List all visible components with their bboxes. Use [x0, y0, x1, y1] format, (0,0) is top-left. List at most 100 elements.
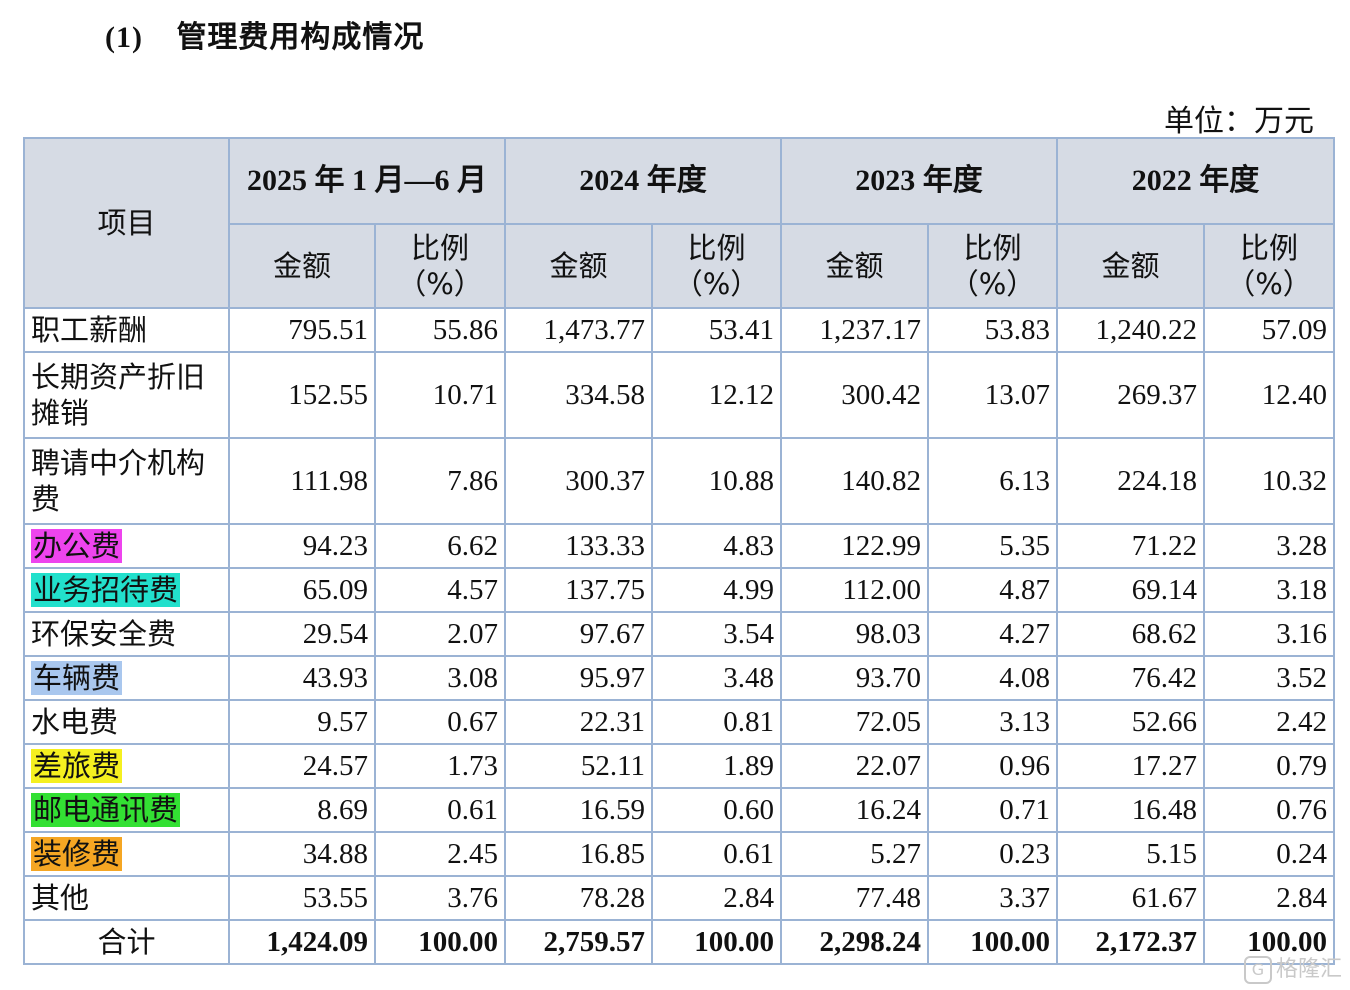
- ratio-cell: 3.76: [374, 875, 506, 921]
- amount-cell: 29.54: [228, 611, 376, 657]
- ratio-cell: 6.13: [927, 437, 1058, 525]
- item-text: 业务招待费: [31, 572, 181, 607]
- section-title: 管理费用构成情况: [176, 20, 425, 55]
- ratio-cell: 0.24: [1203, 831, 1335, 877]
- table-row: 车辆费 43.93 3.08 95.97 3.48 93.70 4.08 76.42 3.52: [23, 655, 1335, 701]
- total-amount-cell: 2,172.37: [1056, 919, 1205, 965]
- table-row: 聘请中介机构费 111.98 7.86 300.37 10.88 140.82 6.13 22…: [23, 437, 1335, 525]
- section-number: (1): [105, 21, 143, 54]
- table-row: 差旅费 24.57 1.73 52.11 1.89 22.07 0.96 17.27 0.79: [23, 743, 1335, 789]
- ratio-cell: 3.54: [651, 611, 782, 657]
- unit-label: 单位：万元: [1164, 104, 1314, 139]
- row-item-label: 业务招待费: [23, 567, 230, 613]
- ratio-cell: 3.52: [1203, 655, 1335, 701]
- item-text: 其他: [31, 880, 90, 915]
- item-text: 办公费: [31, 528, 123, 563]
- item-text: 环保安全费: [31, 616, 177, 651]
- ratio-cell: 6.62: [374, 523, 506, 569]
- ratio-cell: 4.57: [374, 567, 506, 613]
- ratio-cell: 12.12: [651, 351, 782, 439]
- ratio-cell: 0.61: [651, 831, 782, 877]
- ratio-header: 比例（%）: [374, 223, 506, 309]
- ratio-cell: 7.86: [374, 437, 506, 525]
- total-amount-cell: 2,298.24: [780, 919, 929, 965]
- ratio-cell: 5.35: [927, 523, 1058, 569]
- amount-cell: 95.97: [504, 655, 653, 701]
- amount-cell: 1,240.22: [1056, 307, 1205, 353]
- amount-cell: 334.58: [504, 351, 653, 439]
- ratio-cell: 10.88: [651, 437, 782, 525]
- amount-cell: 5.27: [780, 831, 929, 877]
- item-text: 差旅费: [31, 748, 123, 783]
- amount-cell: 34.88: [228, 831, 376, 877]
- ratio-cell: 2.45: [374, 831, 506, 877]
- ratio-cell: 2.07: [374, 611, 506, 657]
- amount-cell: 61.67: [1056, 875, 1205, 921]
- ratio-cell: 4.99: [651, 567, 782, 613]
- amount-cell: 8.69: [228, 787, 376, 833]
- ratio-cell: 3.18: [1203, 567, 1335, 613]
- table-row: 装修费 34.88 2.45 16.85 0.61 5.27 0.23 5.15 0.24: [23, 831, 1335, 877]
- ratio-cell: 2.84: [651, 875, 782, 921]
- period-header: 2024 年度: [504, 137, 782, 225]
- period-header: 2022 年度: [1056, 137, 1335, 225]
- amount-cell: 112.00: [780, 567, 929, 613]
- row-item-label: 邮电通讯费: [23, 787, 230, 833]
- watermark: G 格隆汇: [1243, 951, 1342, 984]
- ratio-cell: 0.76: [1203, 787, 1335, 833]
- ratio-cell: 3.28: [1203, 523, 1335, 569]
- item-text: 职工薪酬: [31, 312, 148, 347]
- amount-cell: 52.11: [504, 743, 653, 789]
- row-item-label: 其他: [23, 875, 230, 921]
- amount-cell: 22.07: [780, 743, 929, 789]
- section-heading: (1) 管理费用构成情况: [105, 12, 424, 56]
- ratio-cell: 4.87: [927, 567, 1058, 613]
- ratio-cell: 0.71: [927, 787, 1058, 833]
- amount-cell: 52.66: [1056, 699, 1205, 745]
- ratio-cell: 0.96: [927, 743, 1058, 789]
- ratio-cell: 3.13: [927, 699, 1058, 745]
- ratio-cell: 57.09: [1203, 307, 1335, 353]
- amount-header: 金额: [504, 223, 653, 309]
- ratio-header: 比例（%）: [1203, 223, 1335, 309]
- row-item-label: 水电费: [23, 699, 230, 745]
- table-row: 办公费 94.23 6.62 133.33 4.83 122.99 5.35 71.22 3.2…: [23, 523, 1335, 569]
- total-row: 合计 1,424.09 100.00 2,759.57 100.00 2,298.24 10…: [23, 919, 1335, 965]
- amount-cell: 16.48: [1056, 787, 1205, 833]
- ratio-cell: 3.08: [374, 655, 506, 701]
- ratio-cell: 2.84: [1203, 875, 1335, 921]
- table-body: 职工薪酬 795.51 55.86 1,473.77 53.41 1,237.17 53.8…: [23, 307, 1335, 965]
- total-ratio-cell: 100.00: [374, 919, 506, 965]
- amount-cell: 1,473.77: [504, 307, 653, 353]
- ratio-cell: 3.48: [651, 655, 782, 701]
- row-item-label: 装修费: [23, 831, 230, 877]
- table-row: 水电费 9.57 0.67 22.31 0.81 72.05 3.13 52.66 2.42: [23, 699, 1335, 745]
- amount-cell: 111.98: [228, 437, 376, 525]
- amount-header: 金额: [1056, 223, 1205, 309]
- table-row: 其他 53.55 3.76 78.28 2.84 77.48 3.37 61.67 2.84: [23, 875, 1335, 921]
- amount-cell: 9.57: [228, 699, 376, 745]
- amount-cell: 5.15: [1056, 831, 1205, 877]
- ratio-cell: 0.67: [374, 699, 506, 745]
- table-row: 长期资产折旧摊销 152.55 10.71 334.58 12.12 300.42 13.0…: [23, 351, 1335, 439]
- amount-cell: 224.18: [1056, 437, 1205, 525]
- item-text: 邮电通讯费: [31, 792, 181, 827]
- amount-cell: 77.48: [780, 875, 929, 921]
- amount-cell: 78.28: [504, 875, 653, 921]
- period-header: 2025 年 1 月—6 月: [228, 137, 506, 225]
- row-item-label: 职工薪酬: [23, 307, 230, 353]
- amount-header: 金额: [228, 223, 376, 309]
- period-header: 2023 年度: [780, 137, 1058, 225]
- amount-cell: 140.82: [780, 437, 929, 525]
- expense-table: 项目 2025 年 1 月—6 月 2024 年度 2023 年度 2022 年…: [23, 137, 1335, 965]
- amount-cell: 133.33: [504, 523, 653, 569]
- row-item-label: 车辆费: [23, 655, 230, 701]
- amount-cell: 795.51: [228, 307, 376, 353]
- total-amount-cell: 2,759.57: [504, 919, 653, 965]
- ratio-header: 比例（%）: [651, 223, 782, 309]
- amount-cell: 300.37: [504, 437, 653, 525]
- amount-cell: 17.27: [1056, 743, 1205, 789]
- total-ratio-cell: 100.00: [927, 919, 1058, 965]
- amount-cell: 71.22: [1056, 523, 1205, 569]
- amount-cell: 137.75: [504, 567, 653, 613]
